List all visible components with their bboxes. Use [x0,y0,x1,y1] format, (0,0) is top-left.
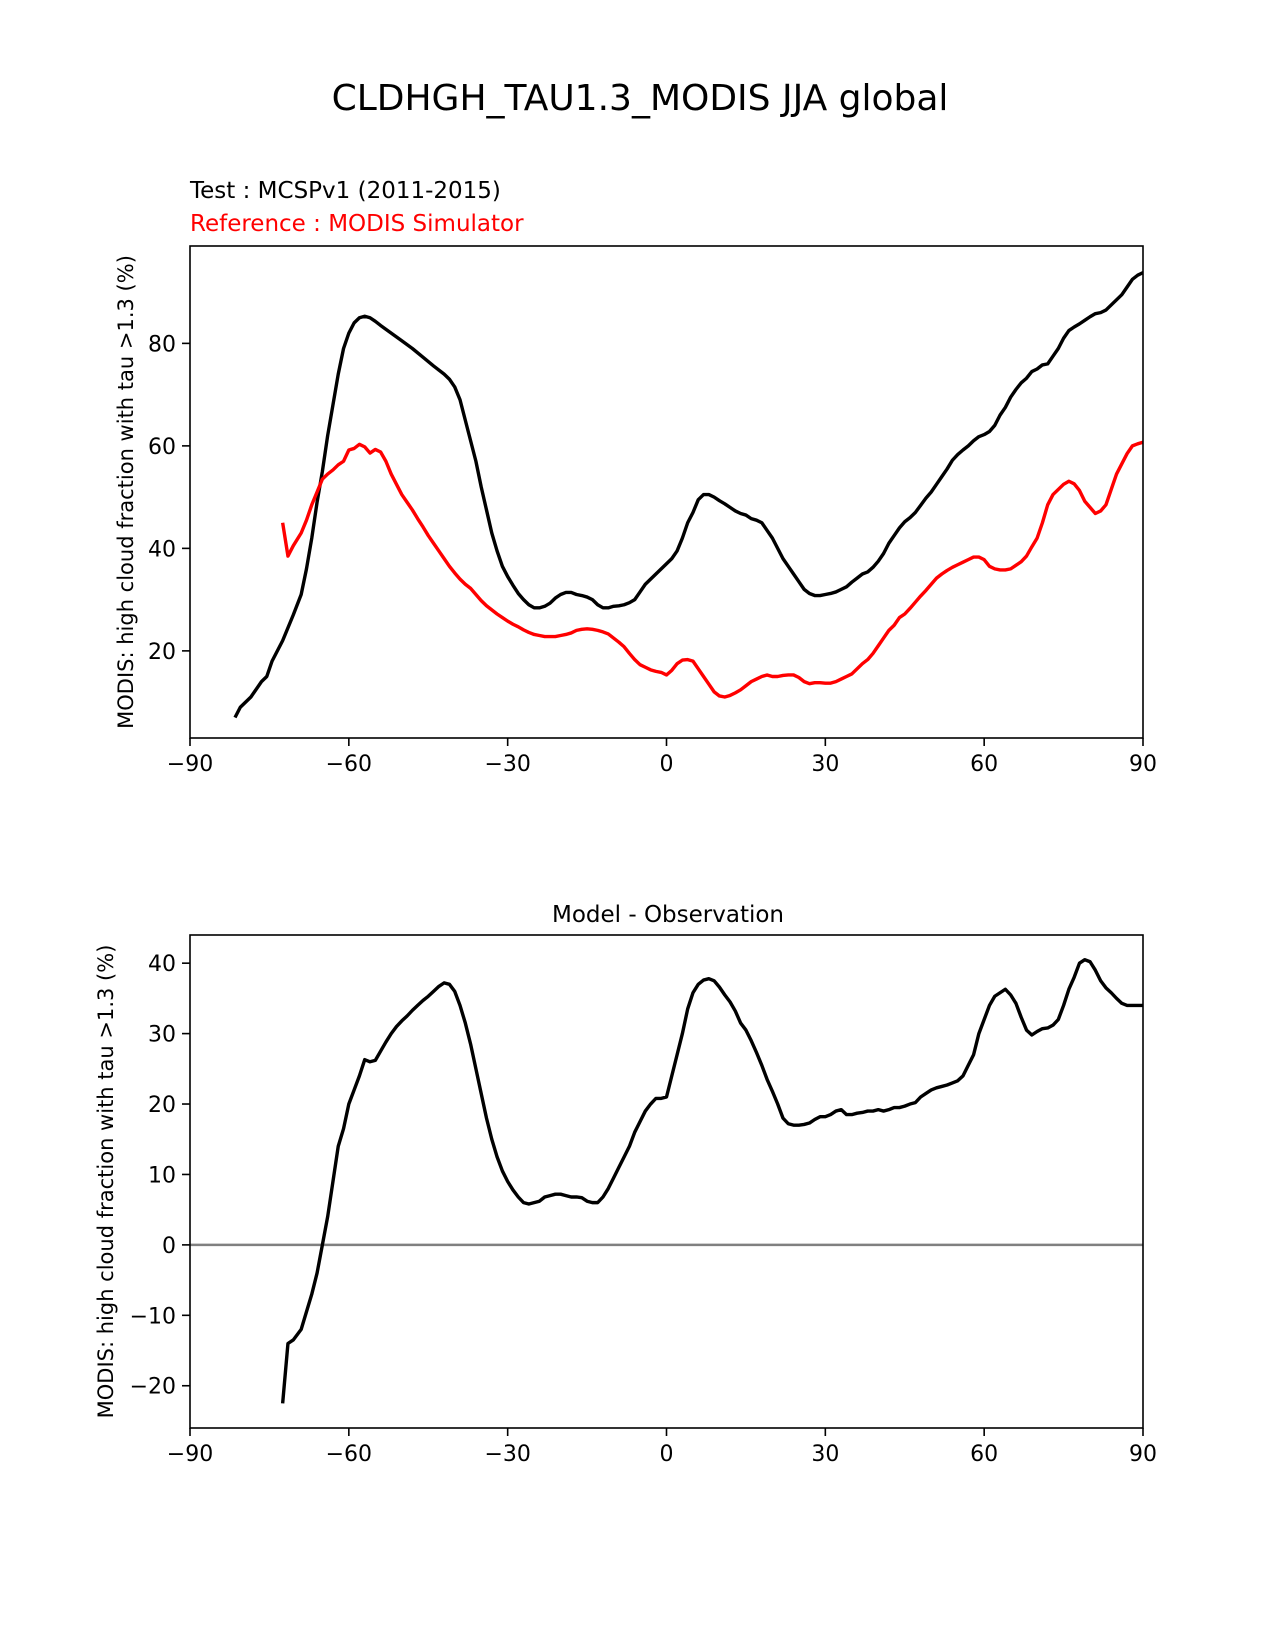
series-line-1 [280,440,1143,699]
y-tick-label: 20 [148,640,176,665]
x-tick-label: 60 [970,752,998,777]
axes-frame [189,245,1144,739]
x-tick-label: 0 [660,1442,674,1467]
x-tick-label: 30 [811,752,839,777]
x-tick-label: 0 [660,752,674,777]
x-tick-label: −90 [167,752,213,777]
x-tick-label: 90 [1129,752,1157,777]
y-tick-label: −10 [130,1304,176,1329]
reference-label: Reference : MODIS Simulator [190,211,524,237]
y-tick-label: 80 [148,332,176,357]
x-tick-label: −90 [167,1442,213,1467]
x-tick-label: −30 [484,1442,530,1467]
figure-title: CLDHGH_TAU1.3_MODIS JJA global [332,78,949,119]
y-tick-label: 40 [148,952,176,977]
top-chart-panel: −90 −60 −30 0 30 60 90 20 40 60 80 MODIS: high clou… [114,245,1157,777]
x-tick-label: 30 [811,1442,839,1467]
y-tick-label: 60 [148,435,176,460]
y-tick-label: 40 [148,537,176,562]
y-tick-label: −20 [130,1375,176,1400]
y-tick-label: 10 [148,1163,176,1188]
y-tick-label: 0 [162,1234,176,1259]
bottom-chart-panel: −90 −60 −30 0 30 60 90 −20 −10 0 10 20 30 40 MODIS: hi… [94,934,1157,1467]
bottom-panel-title: Model - Observation [552,902,784,928]
x-tick-label: −30 [484,752,530,777]
series-line-0 [233,270,1143,719]
x-tick-label: 90 [1129,1442,1157,1467]
series-line-0 [280,957,1143,1404]
y-axis-label: MODIS: high cloud fraction with tau >1.3… [94,945,118,1419]
y-tick-label: 20 [148,1093,176,1118]
x-tick-label: 60 [970,1442,998,1467]
x-tick-label: −60 [326,1442,372,1467]
y-axis-label: MODIS: high cloud fraction with tau >1.3… [114,255,138,729]
test-label: Test : MCSPv1 (2011-2015) [189,178,501,204]
x-tick-label: −60 [326,752,372,777]
y-tick-label: 30 [148,1023,176,1048]
